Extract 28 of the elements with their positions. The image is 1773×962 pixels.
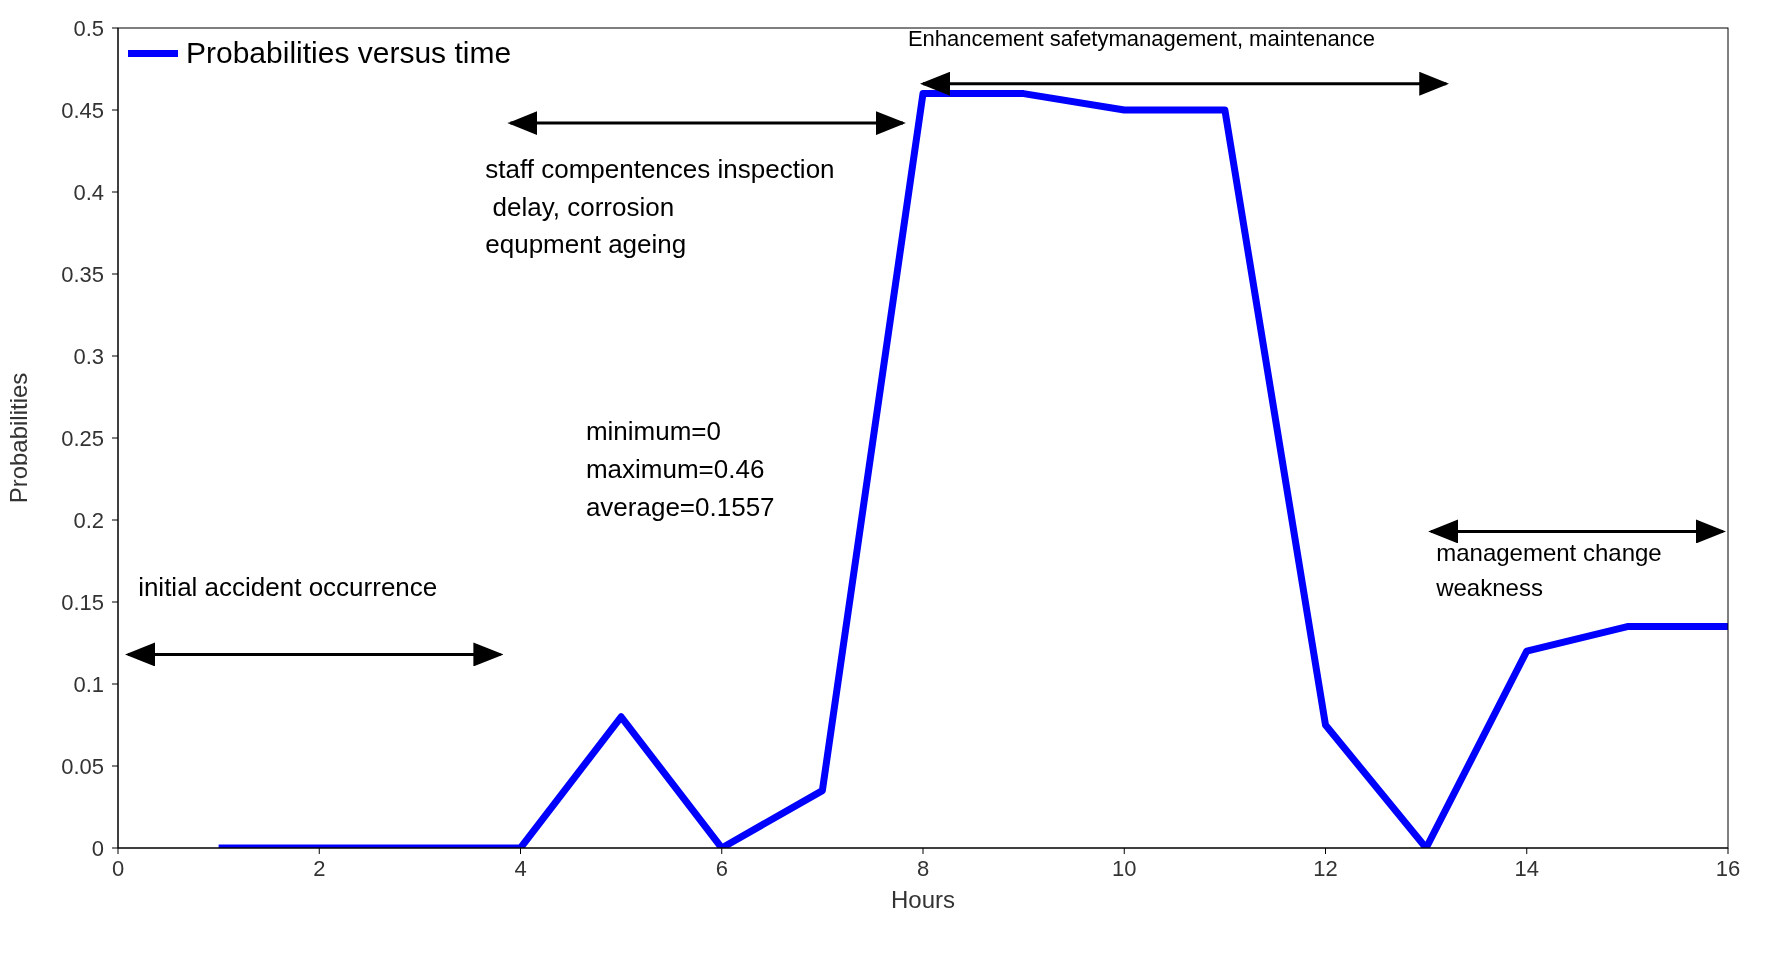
annotation: minimum=0 maximum=0.46 average=0.1557 [585, 415, 775, 524]
y-tick-label: 0.05 [61, 753, 104, 779]
y-tick-label: 0.15 [61, 589, 104, 615]
x-tick-label: 14 [1514, 855, 1539, 881]
x-tick-label: 2 [313, 855, 326, 881]
annotation: management change weakness [1436, 538, 1662, 604]
legend-label: Probabilities versus time [186, 36, 512, 70]
y-tick-label: 0.45 [61, 97, 104, 123]
y-tick-label: 0.2 [73, 507, 104, 533]
annotation: initial accident occurrence [138, 571, 438, 605]
y-tick-label: 0.1 [73, 671, 104, 697]
annotation: staff compentences inspection delay, corrosion equpment ageing [485, 153, 835, 262]
y-tick-label: 0.5 [73, 15, 104, 41]
x-tick-label: 12 [1313, 855, 1338, 881]
x-tick-label: 6 [715, 855, 728, 881]
x-tick-label: 8 [916, 855, 930, 881]
y-tick-label: 0.4 [73, 179, 104, 205]
y-tick-label: 0.25 [61, 425, 104, 451]
y-tick-label: 0.35 [61, 261, 104, 287]
y-axis-title: Probabilities [4, 372, 32, 504]
annotation: Enhancement safetymanagement, maintenance [907, 25, 1376, 54]
x-tick-label: 0 [111, 855, 125, 881]
x-tick-label: 16 [1715, 855, 1741, 881]
x-axis-title: Hours [890, 886, 956, 913]
x-tick-label: 4 [514, 855, 527, 881]
x-tick-label: 10 [1112, 855, 1137, 881]
y-tick-label: 0.3 [73, 343, 104, 369]
y-tick-label: 0 [91, 835, 104, 861]
